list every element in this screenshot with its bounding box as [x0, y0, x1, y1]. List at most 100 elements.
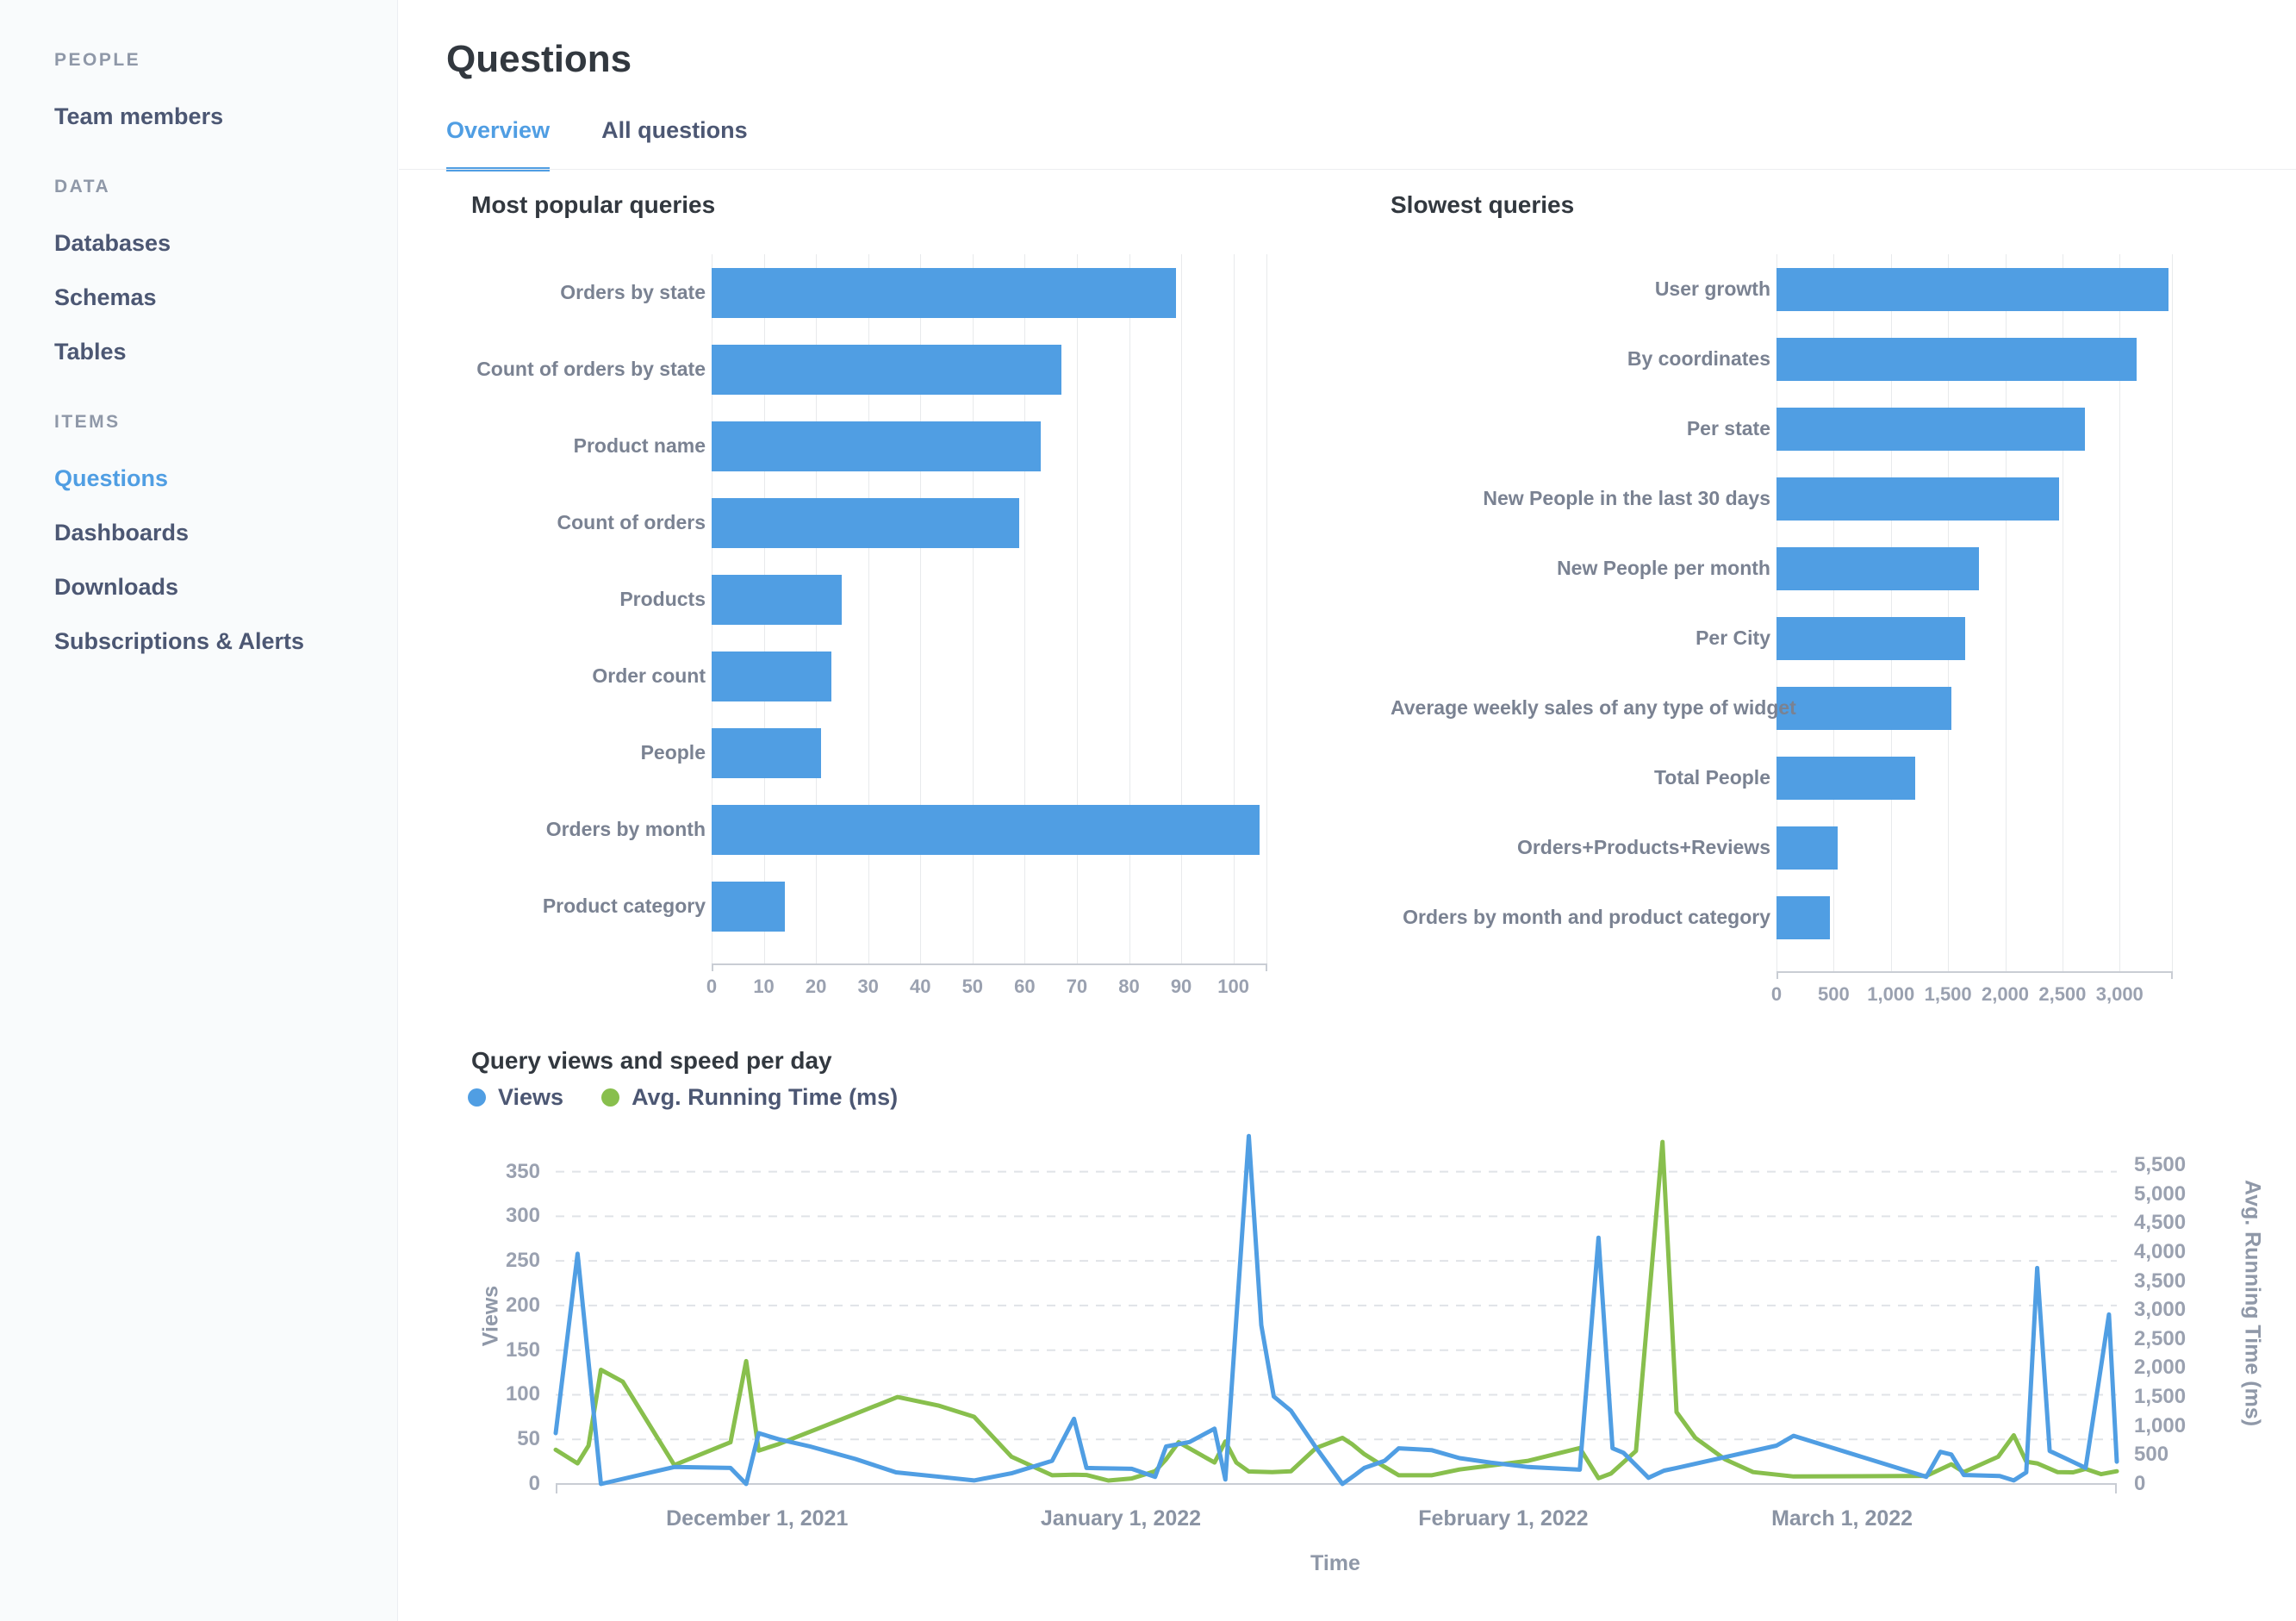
y-axis-tick-label-right: 1,000 — [2134, 1413, 2187, 1437]
bar-category-label: Orders by state — [560, 281, 706, 303]
sidebar-item-databases[interactable]: Databases — [54, 230, 171, 256]
axis-tick-label: 2,500 — [2038, 983, 2087, 1005]
legend-item-running-time[interactable]: Avg. Running Time (ms) — [601, 1084, 898, 1111]
x-axis-tick-label: December 1, 2021 — [666, 1506, 849, 1531]
page-title: Questions — [446, 38, 632, 80]
bar-category-label: People — [640, 741, 706, 764]
y-axis-tick-label-right: 3,500 — [2134, 1269, 2187, 1293]
x-axis-tick-label: January 1, 2022 — [1040, 1506, 1202, 1531]
axis-end-tick — [1776, 971, 1778, 979]
gridline — [2172, 254, 2173, 971]
y-axis-tick-label-right: 4,000 — [2134, 1239, 2187, 1263]
gridline — [972, 254, 974, 963]
bar[interactable] — [712, 344, 1061, 395]
axis-tick-label: 70 — [1066, 976, 1088, 997]
gridline — [2005, 254, 2007, 971]
bar[interactable] — [712, 421, 1041, 471]
sidebar-item-downloads[interactable]: Downloads — [54, 574, 179, 600]
bar-category-label: Product name — [573, 434, 706, 457]
bar[interactable] — [1776, 616, 1966, 660]
chart-slowest-queries: Slowest queries User growth By coordinate… — [1391, 191, 2218, 1019]
series-line-views[interactable] — [553, 1133, 2119, 1487]
gridline — [1233, 254, 1235, 963]
bar-category-label: Count of orders — [557, 511, 706, 533]
series-line-running-time[interactable] — [553, 1139, 2119, 1483]
bar-category-label: New People per month — [1557, 557, 1770, 579]
bar[interactable] — [712, 267, 1176, 318]
bar[interactable] — [1776, 895, 1831, 939]
y-axis-tick-label-right: 4,500 — [2134, 1211, 2187, 1235]
bar-category-label: New People in the last 30 days — [1483, 487, 1770, 509]
axis-tick-label: 20 — [805, 976, 827, 997]
x-axis-tick-label: March 1, 2022 — [1771, 1506, 1913, 1531]
legend-label: Views — [498, 1084, 564, 1110]
bar[interactable] — [1776, 756, 1915, 800]
axis-end-tick — [2171, 971, 2173, 979]
sidebar-item-team-members[interactable]: Team members — [54, 103, 224, 129]
gridline — [920, 254, 922, 963]
y-axis-tick-label-left: 350 — [505, 1159, 540, 1183]
tab-all-questions[interactable]: All questions — [601, 117, 748, 143]
bar[interactable] — [1776, 477, 2059, 521]
y-axis-tick-label-left: 300 — [505, 1204, 540, 1228]
y-axis-tick-label-right: 2,500 — [2134, 1326, 2187, 1350]
gridline — [1129, 254, 1130, 963]
bar-category-label: Order count — [592, 664, 706, 687]
y-axis-title-views: Views — [478, 1285, 503, 1347]
axis-tick-label: 2,000 — [1981, 983, 2030, 1005]
y-axis-tick-label-right: 5,000 — [2134, 1181, 2187, 1206]
bar-plot — [712, 254, 1267, 965]
axis-end-tick — [1266, 963, 1267, 971]
bar-category-label: Orders by month and product category — [1403, 906, 1770, 928]
sidebar-item-subscriptions-alerts[interactable]: Subscriptions & Alerts — [54, 628, 305, 654]
sidebar-item-schemas[interactable]: Schemas — [54, 284, 157, 310]
y-axis-tick-label-left: 150 — [505, 1337, 540, 1362]
bar[interactable] — [1776, 546, 1979, 590]
bar[interactable] — [712, 881, 785, 932]
chart-most-popular-queries: Most popular queries Orders by state Coun… — [471, 191, 1281, 1019]
gridline — [1076, 254, 1078, 963]
bar[interactable] — [712, 727, 822, 778]
legend-item-views[interactable]: Views — [468, 1084, 563, 1111]
y-axis-tick-label-left: 100 — [505, 1382, 540, 1406]
legend-dot-icon — [468, 1088, 486, 1107]
legend-dot-icon — [601, 1088, 620, 1107]
axis-tick-label: 60 — [1014, 976, 1036, 997]
bar[interactable] — [1776, 267, 2169, 311]
sidebar-header-data: DATA — [54, 177, 111, 196]
sidebar-header-people: PEOPLE — [54, 50, 141, 70]
bar[interactable] — [712, 574, 843, 625]
axis-tick-label: 500 — [1818, 983, 1850, 1005]
bar[interactable] — [1776, 407, 2086, 451]
gridline — [868, 254, 869, 963]
bar-category-label: Products — [619, 588, 706, 610]
chart-title-slowest: Slowest queries — [1391, 191, 1575, 218]
legend-label: Avg. Running Time (ms) — [632, 1084, 899, 1110]
axis-tick-label: 1,500 — [1924, 983, 1972, 1005]
bar[interactable] — [712, 651, 832, 701]
timeseries-plot — [553, 1133, 2119, 1493]
bar[interactable] — [712, 497, 1020, 548]
sidebar-item-tables[interactable]: Tables — [54, 339, 127, 365]
axis-tick-label: 0 — [1770, 983, 1783, 1005]
axis-tick-label: 50 — [961, 976, 984, 997]
bar[interactable] — [1776, 826, 1839, 870]
bar-category-label: Per state — [1686, 417, 1770, 440]
bar[interactable] — [1776, 686, 1952, 730]
axis-end-tick — [712, 963, 713, 971]
gridline — [1181, 254, 1183, 963]
bar[interactable] — [712, 804, 1260, 855]
y-axis-tick-label-right: 3,000 — [2134, 1298, 2187, 1322]
bar-plot — [1776, 254, 2173, 973]
sidebar-item-questions[interactable]: Questions — [54, 465, 169, 491]
tab-overview[interactable]: Overview — [446, 117, 551, 171]
sidebar-header-items: ITEMS — [54, 412, 121, 432]
y-axis-tick-label-left: 50 — [517, 1427, 540, 1451]
sidebar-item-dashboards[interactable]: Dashboards — [54, 520, 190, 546]
y-axis-tick-label-left: 200 — [505, 1293, 540, 1317]
axis-tick-label: 80 — [1118, 976, 1140, 997]
axis-tick-label: 100 — [1217, 976, 1249, 997]
bar[interactable] — [1776, 337, 2137, 381]
bar-category-label: Orders by month — [545, 818, 706, 840]
gridline — [1890, 254, 1892, 971]
